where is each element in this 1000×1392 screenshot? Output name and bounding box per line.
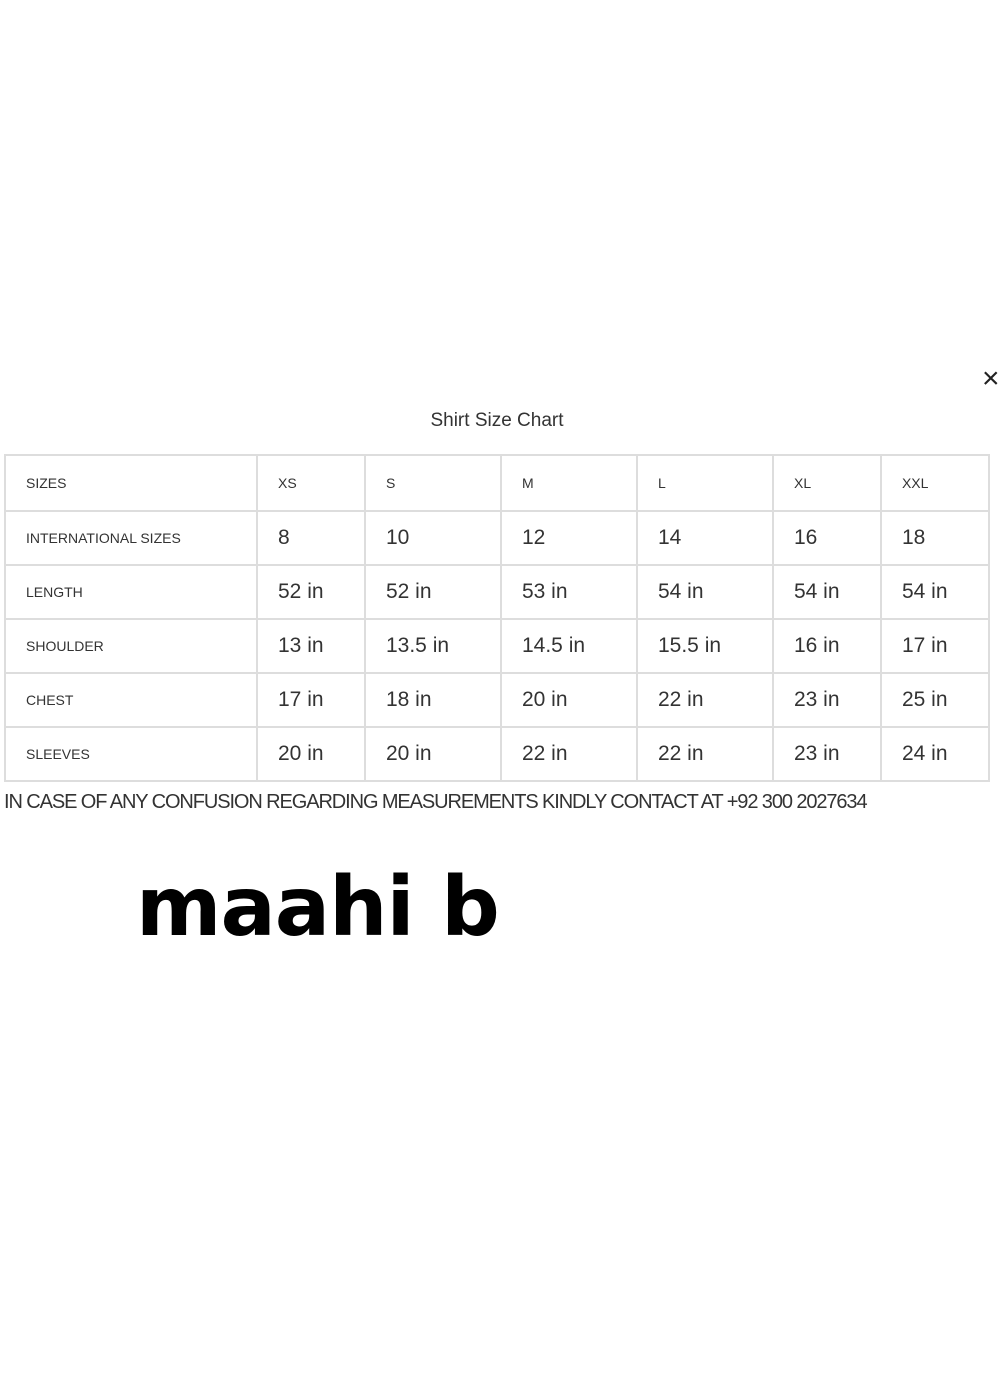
table-cell: M bbox=[499, 454, 638, 512]
table-cell: 25 in bbox=[879, 672, 991, 728]
table-cell: 20 in bbox=[363, 726, 502, 782]
table-cell: 24 in bbox=[879, 726, 991, 782]
brand-watermark: maahi b bbox=[136, 860, 500, 955]
row-label: LENGTH bbox=[4, 564, 258, 620]
table-cell: 13.5 in bbox=[363, 618, 502, 674]
table-cell: 13 in bbox=[256, 618, 366, 674]
chart-title: Shirt Size Chart bbox=[430, 410, 564, 431]
table-cell: 12 bbox=[499, 510, 638, 566]
table-cell: 22 in bbox=[635, 672, 774, 728]
table-cell: S bbox=[363, 454, 502, 512]
table-cell: 23 in bbox=[771, 672, 882, 728]
table-cell: 54 in bbox=[635, 564, 774, 620]
table-row: SLEEVES 20 in 20 in 22 in 22 in 23 in 24 in bbox=[4, 726, 991, 782]
table-cell: XS bbox=[256, 454, 366, 512]
table-cell: XXL bbox=[879, 454, 991, 512]
table-cell: XL bbox=[771, 454, 882, 512]
table-cell: 15.5 in bbox=[635, 618, 774, 674]
table-row: LENGTH 52 in 52 in 53 in 54 in 54 in 54 in bbox=[4, 564, 991, 620]
table-cell: 14 bbox=[635, 510, 774, 566]
table-cell: 22 in bbox=[499, 726, 638, 782]
table-cell: 54 in bbox=[771, 564, 882, 620]
table-cell: 10 bbox=[363, 510, 502, 566]
table-cell: 8 bbox=[256, 510, 366, 566]
close-icon[interactable]: × bbox=[982, 362, 1000, 395]
table-row: SHOULDER 13 in 13.5 in 14.5 in 15.5 in 16 in 1… bbox=[4, 618, 991, 674]
table-cell: 20 in bbox=[256, 726, 366, 782]
table-cell: 52 in bbox=[363, 564, 502, 620]
table-cell: 18 bbox=[879, 510, 991, 566]
table-cell: 54 in bbox=[879, 564, 991, 620]
row-label: INTERNATIONAL SIZES bbox=[4, 510, 258, 566]
table-cell: 53 in bbox=[499, 564, 638, 620]
table-cell: 22 in bbox=[635, 726, 774, 782]
table-cell: 16 in bbox=[771, 618, 882, 674]
row-label: SLEEVES bbox=[4, 726, 258, 782]
table-cell: 23 in bbox=[771, 726, 882, 782]
table-cell: 14.5 in bbox=[499, 618, 638, 674]
row-label: SHOULDER bbox=[4, 618, 258, 674]
table-cell: 16 bbox=[771, 510, 882, 566]
table-header-row: SIZES XS S M L XL XXL bbox=[4, 454, 991, 512]
row-label: SIZES bbox=[4, 454, 258, 512]
contact-note: IN CASE OF ANY CONFUSION REGARDING MEASU… bbox=[4, 791, 868, 813]
table-cell: 20 in bbox=[499, 672, 638, 728]
table-row: INTERNATIONAL SIZES 8 10 12 14 16 18 bbox=[4, 510, 991, 566]
table-cell: 18 in bbox=[363, 672, 502, 728]
size-chart-table: SIZES XS S M L XL XXL INTERNATIONAL SIZES 8 10 12 1… bbox=[4, 454, 991, 782]
table-row: CHEST 17 in 18 in 20 in 22 in 23 in 25 in bbox=[4, 672, 991, 728]
row-label: CHEST bbox=[4, 672, 258, 728]
table-cell: 17 in bbox=[879, 618, 991, 674]
table-cell: 52 in bbox=[256, 564, 366, 620]
table-cell: 17 in bbox=[256, 672, 366, 728]
table-cell: L bbox=[635, 454, 774, 512]
